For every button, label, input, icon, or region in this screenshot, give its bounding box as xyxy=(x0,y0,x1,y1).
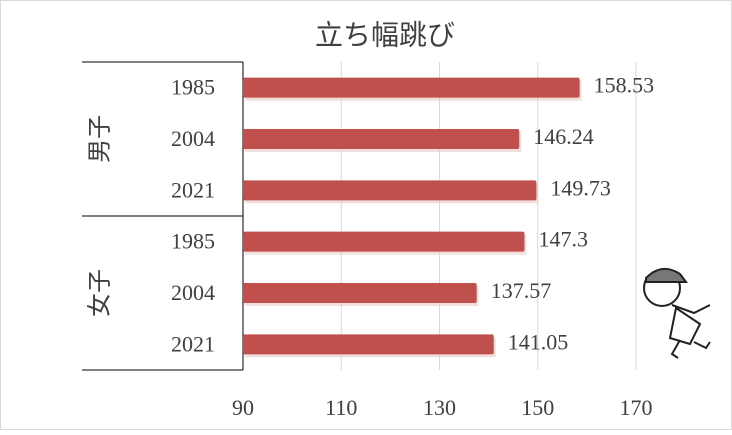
x-tick-label: 90 xyxy=(232,395,254,420)
value-label: 147.3 xyxy=(538,227,588,252)
y-tick-label: 2004 xyxy=(171,126,215,151)
y-tick-label: 1985 xyxy=(171,229,215,254)
runner-illustration xyxy=(643,267,711,359)
x-tick-label: 130 xyxy=(423,395,456,420)
bar xyxy=(243,231,525,252)
y-tick-label: 2004 xyxy=(171,280,215,305)
group-label: 男子 xyxy=(88,115,114,163)
bar xyxy=(243,180,537,201)
value-label: 141.05 xyxy=(508,329,568,354)
value-label: 149.73 xyxy=(550,175,611,200)
y-tick-label: 2021 xyxy=(171,331,215,356)
y-tick-label: 2021 xyxy=(171,177,215,202)
value-label: 137.57 xyxy=(491,278,552,303)
x-tick-label: 150 xyxy=(521,395,554,420)
bar xyxy=(243,283,477,303)
bar xyxy=(243,334,494,355)
x-tick-label: 170 xyxy=(620,395,653,420)
value-label: 146.24 xyxy=(533,124,594,149)
x-tick-label: 110 xyxy=(325,395,357,420)
bar xyxy=(243,129,520,149)
value-label: 158.53 xyxy=(594,73,655,98)
bar xyxy=(243,77,580,98)
chart-title: 立ち幅跳び xyxy=(315,19,455,51)
group-label: 女子 xyxy=(87,269,114,317)
y-tick-label: 1985 xyxy=(171,75,215,100)
